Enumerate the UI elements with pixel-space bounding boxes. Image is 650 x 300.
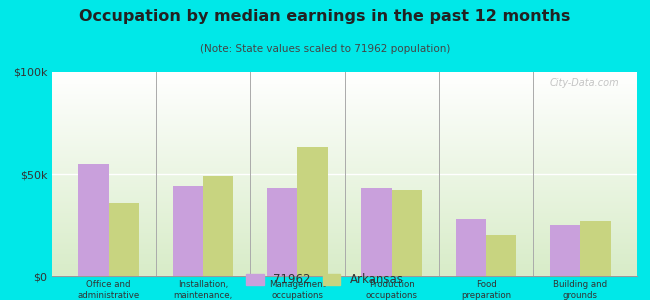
Bar [456,219,486,276]
Bar [392,190,422,276]
Bar [109,202,139,276]
Bar [203,176,233,276]
Text: City-Data.com: City-Data.com [550,78,619,88]
Legend: 71962, Arkansas: 71962, Arkansas [242,269,408,291]
Bar [580,221,610,276]
Bar [267,188,297,276]
Bar [486,235,516,276]
Bar [550,225,580,276]
Text: Occupation by median earnings in the past 12 months: Occupation by median earnings in the pas… [79,9,571,24]
Text: (Note: State values scaled to 71962 population): (Note: State values scaled to 71962 popu… [200,44,450,53]
Bar [173,186,203,276]
Bar [361,188,392,276]
Bar [297,148,328,276]
Bar [79,164,109,276]
